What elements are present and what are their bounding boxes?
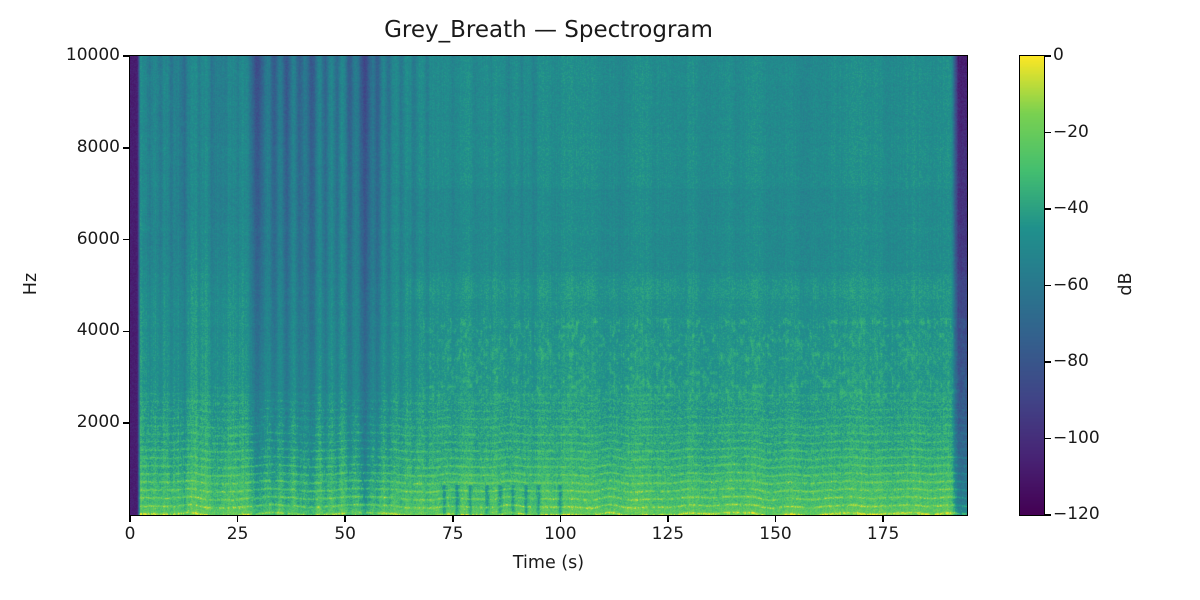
x-axis-tick-label: 125 <box>651 524 685 544</box>
tick-mark <box>667 516 669 522</box>
x-axis-tick-label: 75 <box>441 524 464 544</box>
colorbar-tick-label: −60 <box>1053 274 1089 295</box>
colorbar-tick-label: −120 <box>1053 504 1100 524</box>
tick-mark <box>344 516 346 522</box>
tick-mark <box>1045 208 1051 210</box>
colorbar-canvas <box>1020 56 1044 515</box>
tick-mark <box>882 516 884 522</box>
y-axis-tick-label: 6000 <box>76 228 120 249</box>
tick-mark <box>123 330 129 333</box>
tick-mark <box>1045 361 1051 363</box>
tick-mark <box>1045 284 1051 287</box>
x-axis-tick-label: 50 <box>334 524 356 544</box>
plot-frame <box>129 55 968 516</box>
tick-mark <box>1045 437 1051 440</box>
y-axis-tick-label: 8000 <box>76 136 120 157</box>
colorbar-label: dB <box>1116 272 1136 296</box>
tick-mark <box>123 422 129 424</box>
x-axis-tick-label: 150 <box>759 524 792 544</box>
tick-mark <box>123 238 129 241</box>
tick-mark <box>236 516 239 522</box>
chart-title: Grey_Breath — Spectrogram <box>384 17 713 43</box>
y-axis-tick-label: 10000 <box>65 45 120 65</box>
colorbar-tick-label: 0 <box>1053 45 1064 65</box>
colorbar-tick-label: −20 <box>1053 121 1089 142</box>
colorbar-tick-label: −100 <box>1053 427 1100 448</box>
tick-mark <box>123 147 129 149</box>
tick-mark <box>129 516 131 522</box>
tick-mark <box>123 55 129 57</box>
x-axis-tick-label: 0 <box>124 524 136 544</box>
tick-mark <box>1045 514 1051 516</box>
tick-mark <box>774 516 777 522</box>
y-axis-label: Hz <box>21 272 41 296</box>
x-axis-tick-label: 100 <box>544 524 577 544</box>
colorbar-tick-label: −80 <box>1053 351 1089 371</box>
tick-mark <box>559 516 562 522</box>
tick-mark <box>452 516 454 522</box>
x-axis-tick-label: 175 <box>866 524 900 544</box>
x-axis-tick-label: 25 <box>226 524 249 544</box>
y-axis-tick-label: 2000 <box>76 412 120 433</box>
x-axis-label: Time (s) <box>512 553 585 573</box>
colorbar-frame <box>1019 55 1045 516</box>
y-axis-tick-label: 4000 <box>76 320 120 341</box>
spectrogram-canvas <box>130 56 967 515</box>
colorbar-tick-label: −40 <box>1053 198 1089 218</box>
tick-mark <box>1045 131 1051 134</box>
tick-mark <box>1045 55 1051 57</box>
